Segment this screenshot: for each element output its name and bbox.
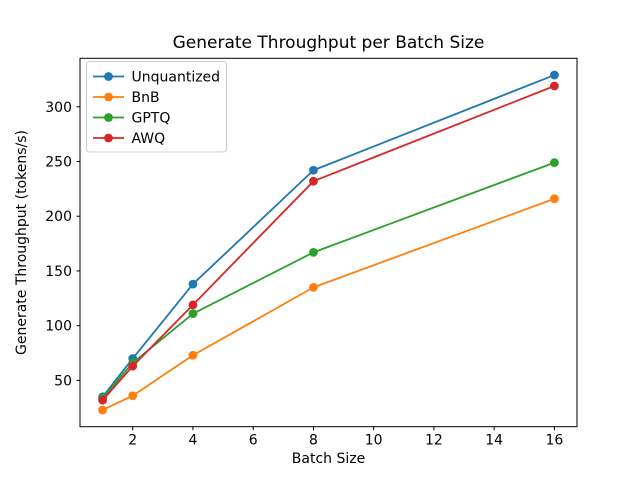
y-tick-label: 100 [45, 319, 72, 335]
data-point-bnb-16 [550, 194, 559, 204]
x-tick-label: 2 [128, 433, 137, 449]
x-tick-label: 10 [365, 433, 383, 449]
data-point-awq-16 [550, 81, 559, 91]
data-point-bnb-1 [98, 405, 107, 415]
data-point-unquantized-4 [188, 279, 198, 289]
x-tick-label: 6 [249, 433, 258, 449]
legend-marker-unquantized [104, 72, 113, 81]
plot-area [79, 57, 578, 428]
data-point-gptq-8 [309, 247, 318, 257]
data-point-bnb-2 [128, 391, 138, 401]
legend-marker-gptq [104, 113, 113, 122]
x-tick-label: 14 [485, 433, 503, 449]
data-point-gptq-4 [188, 309, 198, 319]
x-tick-label: 4 [188, 433, 197, 449]
data-point-bnb-4 [188, 350, 198, 360]
x-axis-label: Batch Size [292, 451, 365, 467]
y-axis-label: Generate Throughput (tokens/s) [14, 130, 30, 355]
legend-marker-awq [104, 133, 113, 143]
x-tick-label: 16 [545, 433, 563, 449]
chart-title: Generate Throughput per Batch Size [173, 33, 485, 53]
data-point-unquantized-16 [550, 70, 559, 80]
legend-label-awq: AWQ [132, 131, 166, 147]
legend-label-gptq: GPTQ [132, 111, 171, 127]
legend-label-bnb: BnB [132, 90, 160, 106]
y-tick-label: 200 [45, 209, 72, 225]
legend-marker-bnb [104, 92, 113, 102]
x-tick-label: 8 [309, 433, 318, 449]
y-tick-label: 300 [45, 100, 72, 116]
data-point-gptq-16 [550, 158, 559, 168]
series-line-gptq [101, 161, 555, 399]
data-point-awq-2 [128, 361, 138, 371]
y-tick-label: 150 [45, 264, 72, 280]
data-point-awq-1 [98, 395, 107, 405]
data-point-awq-4 [188, 300, 198, 310]
series-line-bnb [102, 197, 555, 411]
data-point-unquantized-8 [309, 165, 318, 175]
legend-label-unquantized: Unquantized [132, 70, 221, 86]
x-tick-label: 12 [425, 433, 443, 449]
y-tick-label: 50 [54, 373, 72, 389]
y-tick-label: 250 [45, 155, 72, 171]
data-point-awq-8 [309, 176, 318, 186]
data-point-bnb-8 [309, 282, 318, 292]
legend-frame [86, 61, 227, 153]
